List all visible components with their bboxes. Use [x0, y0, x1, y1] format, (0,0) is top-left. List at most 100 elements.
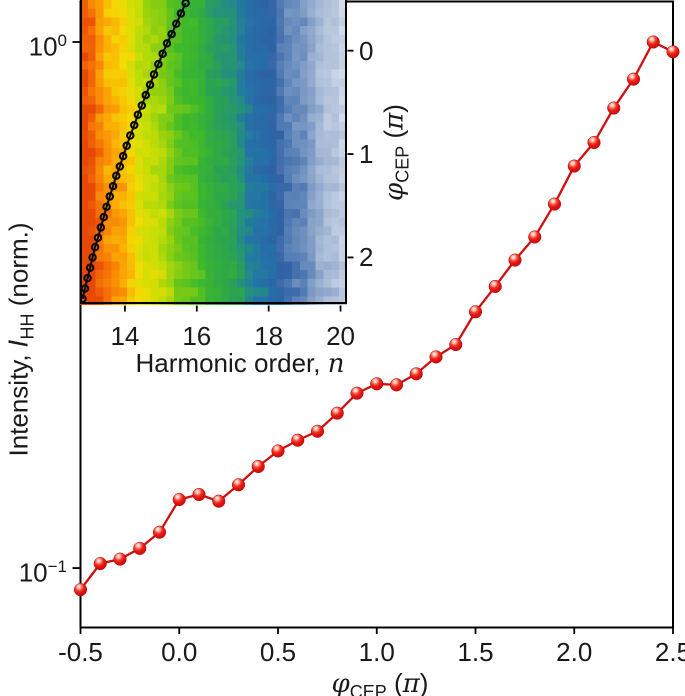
main-data-series	[73, 35, 680, 597]
inset-y-label-phi: φ	[379, 182, 410, 201]
main-x-tick-label: 1.0	[358, 637, 395, 667]
y-label-prefix: Intensity,	[3, 347, 34, 457]
cutoff-point-circle	[137, 101, 147, 110]
cutoff-point-circle	[80, 294, 87, 304]
cutoff-point-circle	[176, 9, 186, 18]
main-y-tick-label: 10−1	[18, 557, 67, 588]
data-point-sphere	[626, 72, 641, 86]
cutoff-point-circle	[85, 263, 95, 273]
cutoff-point-circle	[181, 0, 190, 8]
data-point-sphere	[291, 433, 305, 447]
cutoff-point-circle	[118, 151, 128, 161]
data-point-sphere	[567, 159, 581, 173]
inset-x-tick-label: 18	[254, 321, 284, 351]
data-point-sphere	[192, 487, 206, 502]
inset-y-label-open: (	[378, 129, 409, 146]
x-label-open: (	[386, 668, 403, 696]
data-point-sphere	[468, 305, 483, 319]
data-point-sphere	[587, 135, 601, 150]
x-label-phi: φ	[331, 669, 350, 696]
cutoff-point-circle	[154, 59, 163, 69]
cutoff-point-circle	[172, 19, 181, 29]
main-x-tick-label: 2.0	[556, 637, 593, 667]
cutoff-point-circle	[158, 49, 167, 59]
inset-y-tick-label: 2	[359, 242, 374, 273]
data-point-sphere	[330, 406, 344, 420]
cutoff-point-circle	[115, 162, 125, 171]
inset-x-label-prefix: Harmonic order,	[135, 348, 328, 378]
main-y-axis-label: Intensity, IHH (norm.)	[3, 190, 38, 490]
inset-y-tick-label: 1	[359, 139, 374, 170]
data-point-sphere	[251, 459, 265, 474]
data-point-sphere	[666, 45, 680, 59]
main-y-ticks	[72, 41, 81, 569]
main-x-tick-label: 1.5	[457, 637, 494, 667]
data-point-sphere	[449, 338, 463, 352]
y-label-subscript: HH	[17, 313, 38, 340]
data-point-sphere	[508, 253, 522, 267]
inset-y-tick-label: 0	[359, 35, 374, 66]
data-point-sphere	[607, 101, 621, 115]
data-point-sphere	[488, 279, 502, 294]
inset-y-label-close: )	[378, 104, 409, 113]
cutoff-point-circle	[105, 192, 115, 201]
cutoff-point-circle	[99, 212, 108, 222]
data-point-sphere	[429, 350, 443, 364]
data-point-sphere	[310, 424, 325, 438]
inset-x-tick-label: 20	[326, 321, 355, 351]
cutoff-point-circle	[167, 29, 176, 39]
y-label-suffix: (norm.)	[3, 222, 34, 314]
data-point-sphere	[212, 494, 226, 508]
cutoff-point-circle	[83, 273, 92, 283]
cutoff-point-circle	[162, 39, 172, 48]
main-x-tick-label: 0.5	[259, 637, 297, 667]
inset-y-axis-label: φCEP (π)	[378, 3, 413, 303]
inset-x-label-symbol: n	[327, 349, 345, 379]
inset-x-axis-label: Harmonic order, n	[90, 347, 390, 380]
data-point-sphere	[152, 525, 167, 539]
data-point-sphere	[73, 583, 88, 597]
inset-y-label-pi: π	[379, 112, 410, 130]
cutoff-point-circle	[93, 233, 103, 243]
main-x-ticks	[79, 627, 674, 634]
cutoff-point-circle	[126, 131, 135, 140]
data-point-sphere	[172, 492, 186, 507]
cutoff-point-circle	[141, 90, 151, 100]
main-y-tick-label: 100	[28, 31, 67, 62]
main-x-tick-label: 0.0	[161, 637, 198, 667]
data-point-sphere	[389, 378, 404, 392]
cutoff-point-circle	[130, 120, 139, 130]
data-point-sphere	[271, 444, 285, 458]
cutoff-point-circle	[112, 171, 121, 181]
data-point-sphere	[113, 552, 127, 566]
data-point-sphere	[93, 557, 107, 571]
data-point-sphere	[133, 541, 147, 555]
cutoff-point-circle	[88, 253, 97, 262]
data-point-sphere	[547, 197, 562, 211]
x-label-pi: π	[402, 669, 420, 696]
x-label-subscript: CEP	[349, 682, 387, 696]
data-point-sphere	[646, 35, 660, 49]
main-x-tick-label: -0.5	[58, 637, 103, 667]
cutoff-point-circle	[122, 141, 131, 151]
data-point-sphere	[350, 386, 364, 400]
inset-heatmap	[80, 0, 347, 305]
cutoff-line	[80, 0, 190, 304]
cutoff-point-circle	[133, 110, 143, 120]
cutoff-point-circle	[102, 202, 111, 212]
data-point-sphere	[409, 367, 423, 381]
y-label-symbol: I	[4, 339, 35, 348]
inset-frame	[80, 0, 347, 304]
x-label-close: )	[419, 668, 429, 696]
main-x-tick-label: 2.5	[654, 637, 685, 667]
cutoff-point-circle	[96, 223, 106, 232]
inset-ticks	[124, 49, 354, 312]
main-x-axis-label: φCEP (π)	[230, 667, 530, 696]
data-point-sphere	[370, 377, 384, 391]
heatmap-cells	[80, 0, 347, 305]
cutoff-point-circle	[149, 70, 159, 79]
inset-y-label-subscript: CEP	[392, 145, 413, 183]
inset-x-tick-label: 14	[110, 321, 140, 351]
